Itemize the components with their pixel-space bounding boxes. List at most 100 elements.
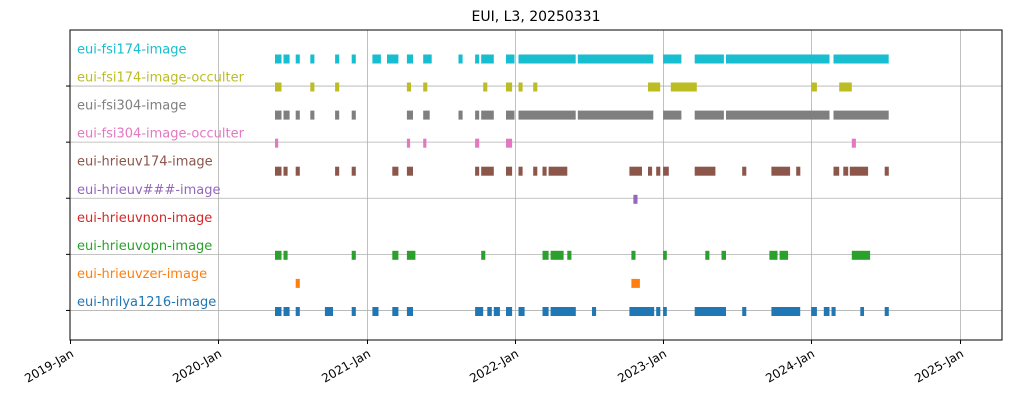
series-label: eui-fsi174-image — [77, 43, 187, 58]
interval-bar — [823, 307, 830, 316]
interval-bar — [771, 307, 801, 316]
interval-bar — [351, 54, 356, 64]
interval-bar — [423, 54, 432, 64]
interval-bar — [275, 250, 282, 260]
chart-title: EUI, L3, 20250331 — [472, 9, 601, 25]
interval-bar — [481, 110, 494, 120]
interval-bar — [694, 166, 716, 176]
interval-bar — [694, 54, 724, 64]
interval-bar — [860, 307, 864, 316]
interval-bar — [493, 307, 500, 316]
interval-bar — [670, 82, 697, 92]
interval-bar — [518, 54, 576, 64]
interval-bar — [577, 110, 654, 120]
interval-bar — [833, 110, 889, 120]
interval-bar — [771, 166, 791, 176]
interval-bar — [406, 138, 411, 148]
interval-bar — [481, 250, 486, 260]
interval-bar — [351, 166, 356, 176]
x-tick-label: 2021-Jan — [319, 346, 373, 385]
interval-bar — [483, 82, 488, 92]
interval-bar — [475, 138, 480, 148]
series-label: eui-hrieuvnon-image — [77, 211, 212, 226]
interval-bar — [275, 138, 279, 148]
interval-bar — [663, 166, 669, 176]
interval-bar — [705, 250, 710, 260]
interval-bar — [506, 110, 515, 120]
interval-bar — [663, 250, 667, 260]
interval-bar — [310, 82, 315, 92]
series-labels: eui-fsi174-image eui-fsi174-image-occulte… — [77, 43, 245, 310]
interval-bar — [406, 82, 411, 92]
interval-bar — [406, 110, 413, 120]
interval-bar — [694, 307, 726, 316]
interval-bar — [283, 250, 288, 260]
interval-bar — [769, 250, 778, 260]
interval-bar — [335, 82, 340, 92]
interval-bar — [351, 307, 356, 316]
interval-bar — [592, 307, 597, 316]
interval-bar — [648, 82, 661, 92]
interval-bar — [475, 110, 480, 120]
interval-bar — [392, 166, 399, 176]
interval-bar — [295, 110, 300, 120]
interval-bar — [392, 250, 399, 260]
interval-bar — [506, 307, 513, 316]
series-label: eui-hrieuv174-image — [77, 155, 213, 170]
interval-bar — [310, 54, 315, 64]
interval-bar — [779, 250, 789, 260]
series-label: eui-hrieuv###-image — [77, 183, 221, 198]
interval-bar — [406, 250, 416, 260]
interval-bar — [458, 110, 463, 120]
interval-bar — [663, 54, 682, 64]
interval-bar — [295, 166, 300, 176]
interval-bar — [392, 307, 399, 316]
interval-bar — [335, 166, 340, 176]
interval-bar — [372, 54, 381, 64]
interval-bar — [506, 166, 513, 176]
interval-bar — [324, 307, 333, 316]
interval-bar — [506, 138, 513, 148]
interval-bar — [295, 307, 300, 316]
interval-bar — [663, 110, 682, 120]
interval-bar — [295, 54, 300, 64]
series-label: eui-fsi174-image-occulter — [77, 71, 245, 86]
interval-bar — [351, 110, 356, 120]
x-tick-label: 2022-Jan — [467, 346, 521, 385]
interval-bar — [851, 138, 856, 148]
data-marks — [275, 54, 889, 316]
x-tick-label: 2025-Jan — [912, 346, 966, 385]
series-label: eui-hrilya1216-image — [77, 295, 216, 310]
interval-bar — [656, 166, 661, 176]
interval-bar — [275, 166, 282, 176]
interval-bar — [275, 110, 282, 120]
interval-bar — [833, 54, 889, 64]
interval-bar — [796, 166, 801, 176]
interval-bar — [548, 166, 568, 176]
interval-bar — [506, 54, 515, 64]
interval-bar — [694, 110, 724, 120]
interval-bar — [423, 138, 427, 148]
interval-bar — [335, 110, 340, 120]
series-label: eui-fsi304-image-occulter — [77, 127, 245, 142]
interval-bar — [851, 250, 871, 260]
interval-bar — [884, 166, 889, 176]
series-label: eui-hrieuvzer-image — [77, 267, 207, 282]
plot-frame — [69, 29, 1003, 341]
interval-bar — [849, 166, 869, 176]
interval-bar — [423, 82, 428, 92]
interval-bar — [487, 307, 492, 316]
interval-bar — [831, 307, 836, 316]
interval-bar — [648, 166, 653, 176]
interval-bar — [387, 54, 399, 64]
x-tick-label: 2020-Jan — [170, 346, 224, 385]
interval-bar — [283, 54, 290, 64]
series-label: eui-fsi304-image — [77, 99, 187, 114]
interval-bar — [577, 54, 654, 64]
interval-bar — [550, 250, 564, 260]
interval-bar — [721, 250, 726, 260]
interval-bar — [567, 250, 572, 260]
interval-bar — [811, 307, 817, 316]
interval-bar — [275, 307, 282, 316]
